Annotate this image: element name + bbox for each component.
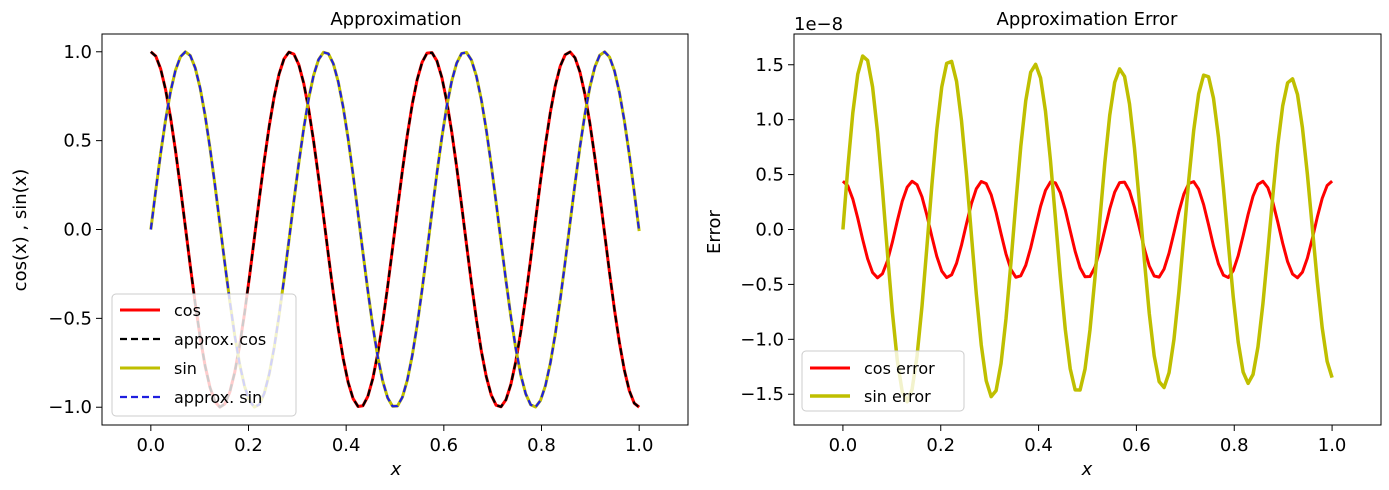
y-tick-label: −0.5 [740, 274, 784, 295]
x-tick-label: 1.0 [1318, 435, 1347, 456]
x-tick-label: 0.2 [926, 435, 955, 456]
approximation-error-panel: Approximation Error 1e−8 0.0 0.2 0.4 0.6 0.8… [704, 9, 1382, 480]
error-offset-text: 1e−8 [794, 14, 843, 35]
legend-label-cos: cos [174, 301, 201, 320]
y-tick-label: 1.0 [755, 110, 784, 131]
approximation-ylabel: cos(x) , sin(x) [10, 169, 31, 292]
approximation-error-axes-frame [793, 33, 1382, 426]
legend-box [111, 293, 297, 417]
series-line-sin-error [841, 54, 1334, 404]
y-tick-label: 0.0 [755, 220, 784, 241]
y-tick-label: 1.5 [755, 55, 784, 76]
y-tick-label: 1.0 [63, 42, 92, 63]
x-tick-label: 0.0 [829, 435, 858, 456]
legend-label-cos-error: cos error [864, 359, 935, 378]
x-tick-label: 0.4 [332, 435, 361, 456]
series-line-approx-cos [150, 50, 640, 409]
y-tick-label: −1.0 [740, 329, 784, 350]
approximation-error-legend: cos error sin error [801, 350, 965, 412]
approximation-ticks: 0.0 0.2 0.4 0.6 0.8 1.0 1.0 0.5 0.0 −0.5 −1.0 [48, 42, 653, 456]
legend-label-sin-error: sin error [864, 387, 931, 406]
y-tick-label: −1.5 [740, 384, 784, 405]
approximation-axes-frame [101, 33, 689, 426]
y-tick-label: 0.0 [63, 220, 92, 241]
y-tick-label: 0.5 [755, 165, 784, 186]
series-line-cos-error [841, 179, 1334, 280]
x-tick-label: 0.2 [234, 435, 263, 456]
approximation-error-ticks: 0.0 0.2 0.4 0.6 0.8 1.0 1.5 1.0 0.5 0.0 −0.5 −1.0 −1… [740, 55, 1346, 456]
approximation-error-xlabel: x [1081, 459, 1093, 480]
legend-label-approx-cos: approx. cos [174, 330, 266, 349]
y-tick-label: −1.0 [48, 397, 92, 418]
approximation-legend: cos approx. cos sin approx. sin [111, 293, 297, 417]
approximation-error-title: Approximation Error [997, 9, 1179, 30]
x-tick-label: 0.6 [430, 435, 459, 456]
approximation-error-ylabel: Error [704, 209, 725, 253]
approximation-xlabel: x [390, 459, 402, 480]
x-tick-label: 0.8 [527, 435, 556, 456]
y-tick-label: −0.5 [48, 308, 92, 329]
y-tick-label: 0.5 [63, 131, 92, 152]
legend-label-sin: sin [174, 359, 197, 378]
x-tick-label: 1.0 [625, 435, 654, 456]
x-tick-label: 0.8 [1220, 435, 1249, 456]
x-tick-label: 0.6 [1122, 435, 1151, 456]
x-tick-label: 0.0 [137, 435, 166, 456]
legend-label-approx-sin: approx. sin [174, 388, 262, 407]
x-tick-label: 0.4 [1024, 435, 1053, 456]
approximation-title: Approximation [330, 9, 461, 30]
approximation-panel: Approximation 0.0 0.2 0.4 0.6 0.8 1.01.00.50.… [10, 9, 689, 480]
approximation-error-lines [841, 54, 1334, 404]
